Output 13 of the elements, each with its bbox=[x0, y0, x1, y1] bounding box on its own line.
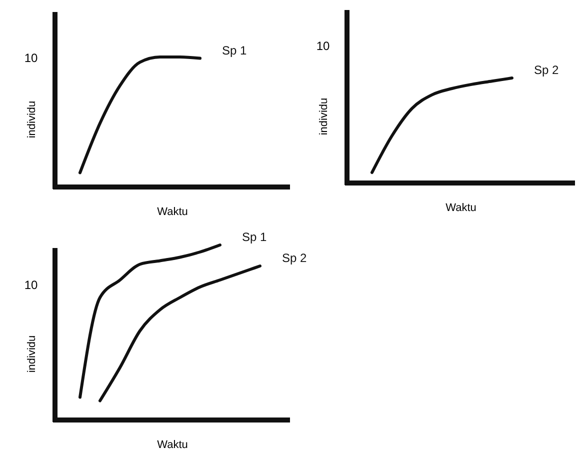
x-axis-title: Waktu bbox=[446, 202, 476, 214]
text: 10 bbox=[24, 278, 38, 292]
y-axis-title: individu bbox=[26, 100, 38, 138]
text: 10 bbox=[24, 51, 38, 65]
x-axis-title: Waktu bbox=[157, 439, 188, 451]
series-label: Sp 2 bbox=[282, 251, 308, 265]
y-axis-title: individu bbox=[318, 98, 330, 136]
y-axis-title: individu bbox=[26, 335, 38, 373]
series-label: Sp 1 bbox=[242, 230, 268, 244]
series-label: Sp 1 bbox=[222, 43, 248, 58]
x-axis-title: Waktu bbox=[157, 206, 188, 218]
text: 10 bbox=[316, 39, 330, 53]
series-label: Sp 2 bbox=[534, 63, 560, 77]
